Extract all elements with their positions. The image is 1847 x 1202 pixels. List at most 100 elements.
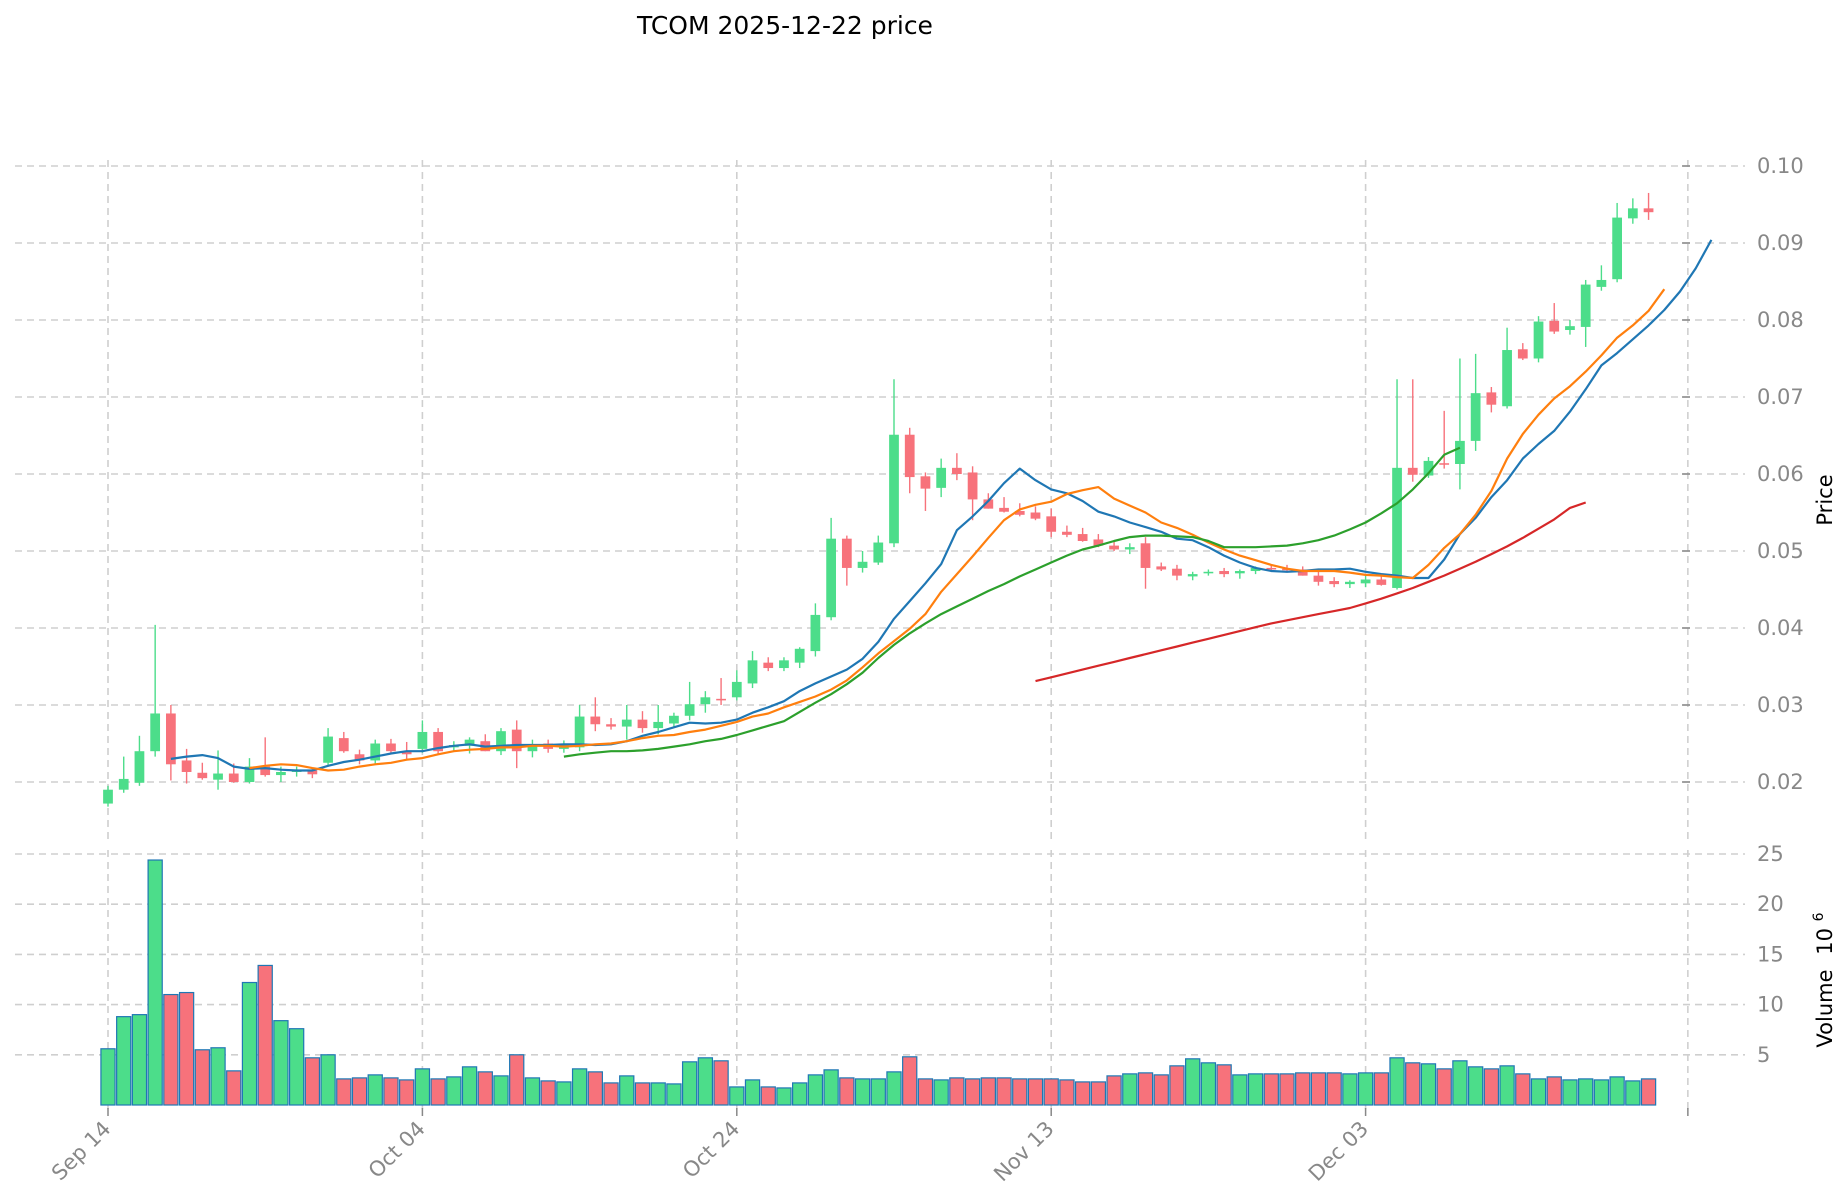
candle-body <box>1439 463 1450 465</box>
candle-body <box>1329 581 1340 585</box>
volume-bar <box>697 1057 714 1106</box>
candle-body <box>731 681 742 698</box>
candle-body <box>166 713 176 765</box>
volume-bar <box>1578 1078 1594 1106</box>
volume-bar <box>1153 1074 1169 1106</box>
price-grid <box>15 160 1745 840</box>
candle-body <box>1517 349 1528 359</box>
candle-body <box>1077 534 1088 541</box>
volume-bar <box>1640 1078 1657 1106</box>
candle-body <box>181 760 192 772</box>
x-tick-label: Oct 24 <box>678 1117 744 1183</box>
volume-bar <box>1059 1079 1075 1106</box>
volume-bar <box>383 1077 399 1106</box>
volume-bar <box>634 1082 651 1106</box>
volume-bar <box>1106 1075 1122 1106</box>
candle-body <box>354 754 365 761</box>
price-tick-label: 0.08 <box>1757 308 1804 332</box>
candle-body <box>574 716 585 748</box>
volume-bar <box>1405 1062 1421 1106</box>
price-tick-label: 0.04 <box>1757 616 1804 640</box>
volume-bar <box>1074 1081 1091 1106</box>
candle-body <box>370 743 381 761</box>
candle-body <box>1470 393 1481 441</box>
candle-body <box>323 736 333 763</box>
volume-bar <box>1342 1073 1358 1106</box>
candle-body <box>952 467 962 474</box>
candle-body <box>716 698 726 701</box>
volume-bar <box>1546 1076 1562 1106</box>
candle-body <box>637 719 648 729</box>
volume-bar <box>1137 1072 1154 1106</box>
volume-bar <box>1027 1078 1044 1106</box>
price-axis-label: Price <box>1813 474 1837 525</box>
candle-body <box>841 538 852 568</box>
candle-body <box>1297 569 1308 576</box>
volume-bar <box>854 1078 871 1106</box>
volume-bar <box>1467 1066 1484 1106</box>
volume-bar <box>996 1077 1012 1106</box>
chart-title: TCOM 2025-12-22 price <box>636 11 933 40</box>
volume-bar <box>823 1069 839 1106</box>
volume-bar <box>1499 1065 1515 1106</box>
volume-bar <box>1625 1080 1641 1106</box>
volume-bar <box>933 1079 949 1106</box>
volume-bar <box>430 1078 446 1106</box>
price-tick-label: 0.10 <box>1757 154 1804 178</box>
volume-bar <box>178 991 195 1106</box>
candle-body <box>669 715 679 724</box>
candle-body <box>386 743 396 752</box>
volume-bar <box>729 1086 745 1106</box>
volume-bar <box>980 1077 996 1106</box>
volume-bar <box>1326 1072 1342 1106</box>
x-tick-labels: Sep 14 Oct 04 Oct 24 Nov 13 Dec 03 <box>47 1108 1689 1187</box>
volume-bar <box>949 1077 965 1106</box>
volume-bar <box>477 1071 493 1106</box>
volume-bar <box>493 1075 509 1106</box>
candle-body <box>1455 440 1465 464</box>
candle-body <box>244 766 255 782</box>
candle-body <box>417 731 428 749</box>
volume-bar <box>446 1076 462 1106</box>
candle-body <box>1360 579 1371 584</box>
volume-bar <box>1043 1078 1059 1106</box>
ma-blue-line <box>170 239 1713 772</box>
candle-body <box>1219 571 1229 575</box>
price-tick-label: 0.07 <box>1757 385 1804 409</box>
volume-bar <box>194 1049 210 1106</box>
candle-body <box>889 434 899 544</box>
volume-bar <box>1515 1073 1531 1106</box>
candle-body <box>118 778 129 790</box>
volume-tick-label: 25 <box>1757 842 1784 866</box>
candle-body <box>1234 571 1245 574</box>
volume-bar <box>587 1071 603 1106</box>
candle-body <box>1172 568 1182 576</box>
volume-bar <box>1373 1072 1389 1106</box>
candle-body <box>1627 208 1638 219</box>
candle-body <box>1502 350 1512 407</box>
candle-body <box>999 507 1009 512</box>
volume-bars <box>100 859 1657 1106</box>
candle-body <box>653 721 664 729</box>
candle-body <box>794 648 805 663</box>
volume-tick-label: 15 <box>1757 942 1784 966</box>
candle-body <box>1093 539 1104 546</box>
candle-body <box>1376 579 1387 585</box>
volume-bar <box>1090 1081 1107 1106</box>
volume-bar <box>1232 1074 1248 1106</box>
volume-bar <box>1530 1078 1547 1106</box>
candle-body <box>1612 217 1622 280</box>
candle-body <box>228 773 239 782</box>
candle-body <box>103 789 113 804</box>
volume-bar <box>1389 1057 1405 1106</box>
volume-axis-label: Volume 10 6 <box>1811 912 1837 1047</box>
volume-bar <box>1593 1079 1610 1106</box>
candle-body <box>747 660 758 684</box>
candle-body <box>1565 326 1575 331</box>
x-tick-label: Nov 13 <box>989 1117 1059 1187</box>
candle-body <box>1062 531 1072 535</box>
candle-body <box>857 561 868 568</box>
candle-body <box>1533 321 1544 359</box>
candle-body <box>1030 512 1041 519</box>
